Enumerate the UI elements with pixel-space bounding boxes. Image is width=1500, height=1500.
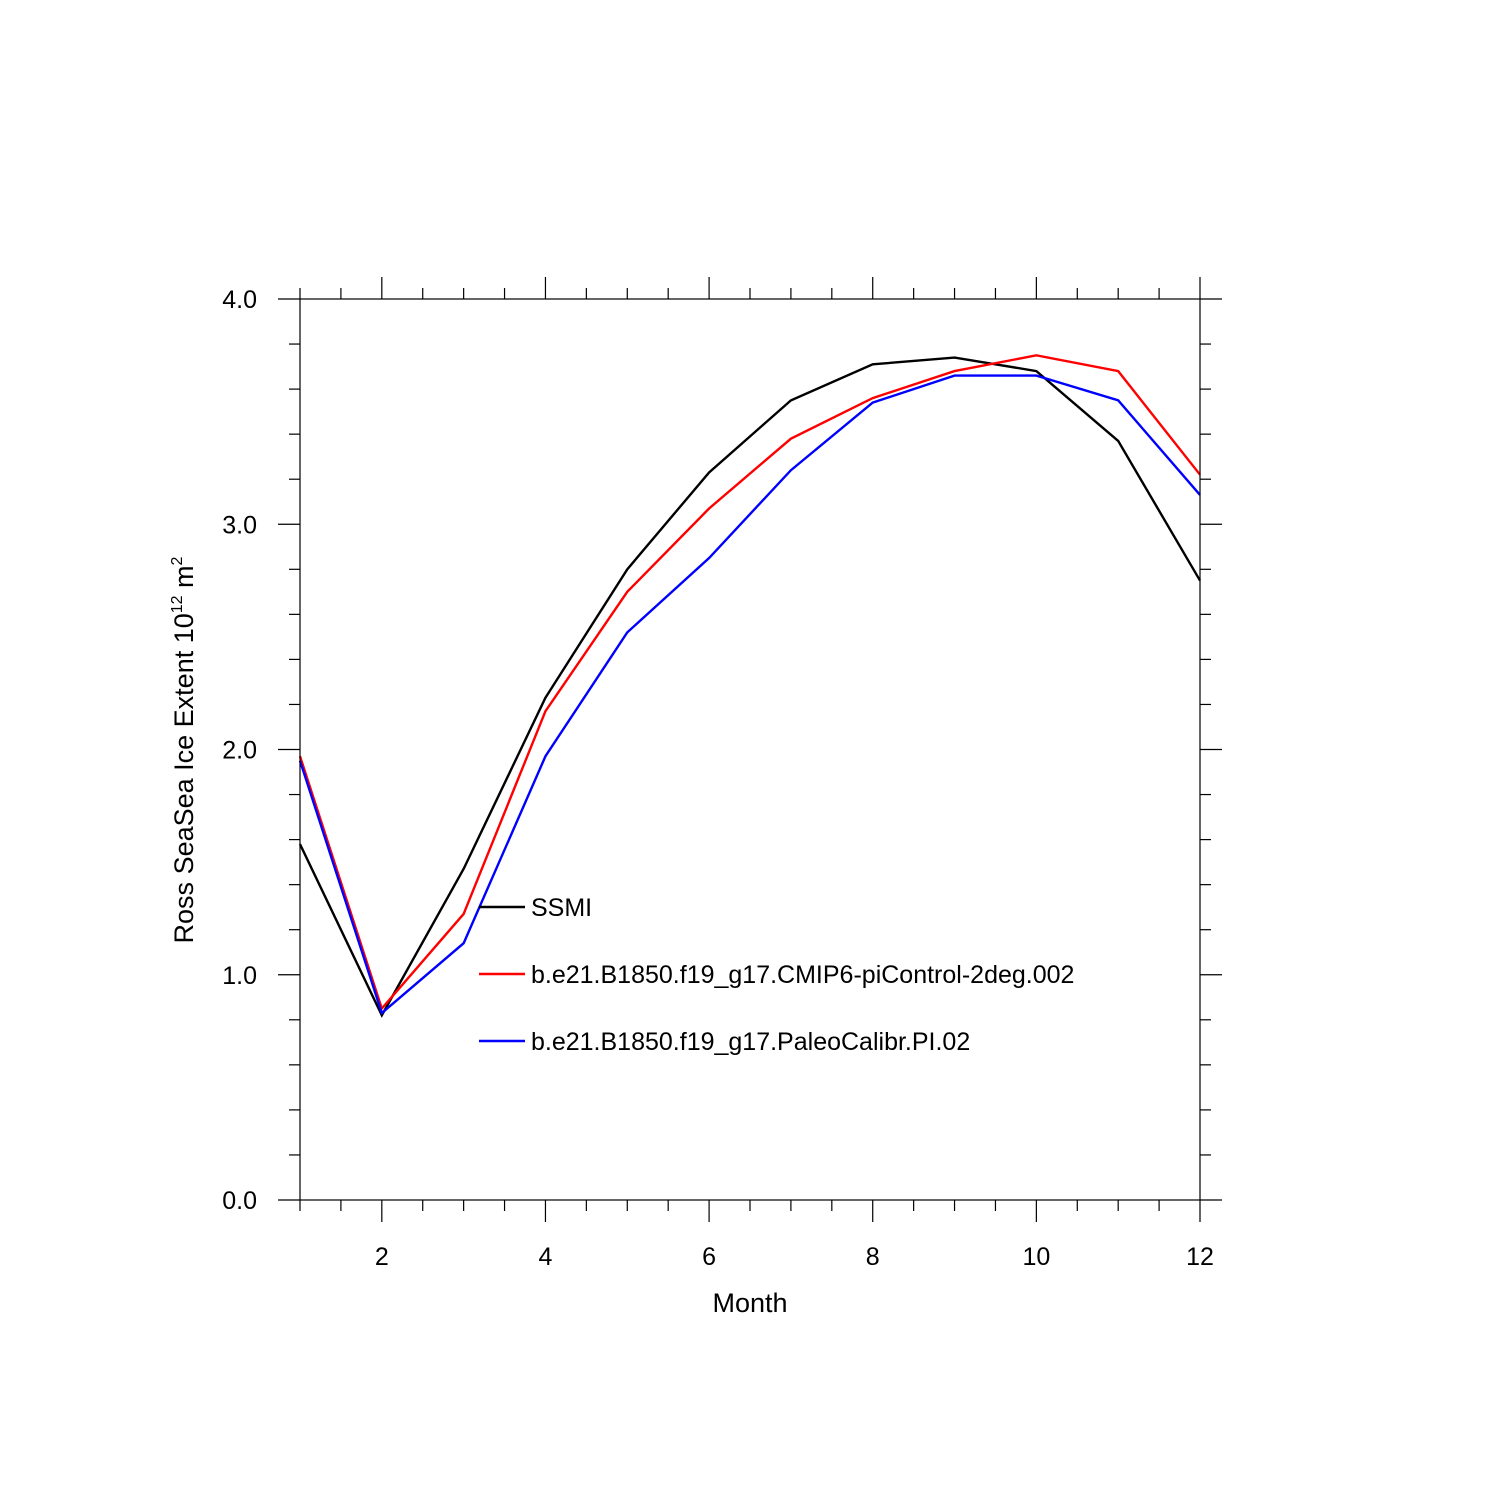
x-tick-label: 2 [375, 1243, 389, 1271]
legend: SSMI b.e21.B1850.f19_g17.CMIP6-piControl-… [479, 894, 1074, 1056]
y-axis-title-unit-exponent: 2 [169, 556, 186, 565]
y-tick-label: 3.0 [222, 511, 257, 539]
y-axis-title-unit: m [169, 565, 199, 595]
y-axis-title: Ross SeaSea Ice Extent 1012 m2 [169, 556, 199, 943]
series-line-3 [298, 374, 1201, 1016]
y-axis-title-text: Ross SeaSea Ice Extent 10 [169, 613, 199, 943]
legend-label-1: SSMI [531, 894, 592, 922]
x-tick-label: 10 [1022, 1243, 1050, 1271]
series-lines [298, 354, 1202, 1018]
x-axis-title: Month [712, 1288, 787, 1318]
x-tick-label: 4 [539, 1243, 553, 1271]
y-tick-label: 2.0 [222, 737, 257, 765]
legend-label-2: b.e21.B1850.f19_g17.CMIP6-piControl-2deg… [531, 961, 1074, 989]
y-axis-title-exponent: 12 [169, 595, 186, 613]
tick-labels: 2 4 6 8 10 12 0.0 1.0 2.0 3.0 4.0 [222, 286, 1214, 1271]
y-tick-label: 1.0 [222, 962, 257, 990]
x-tick-label: 12 [1186, 1243, 1214, 1271]
series-line-1 [298, 356, 1202, 1018]
x-tick-label: 8 [866, 1243, 880, 1271]
y-tick-label: 4.0 [222, 286, 257, 314]
plot-frame [299, 298, 1201, 1201]
legend-label-3: b.e21.B1850.f19_g17.PaleoCalibr.PI.02 [531, 1028, 970, 1056]
x-tick-label: 6 [702, 1243, 716, 1271]
y-tick-label: 0.0 [222, 1187, 257, 1215]
axis-ticks [278, 277, 1222, 1222]
series-line-2 [298, 354, 1201, 1011]
